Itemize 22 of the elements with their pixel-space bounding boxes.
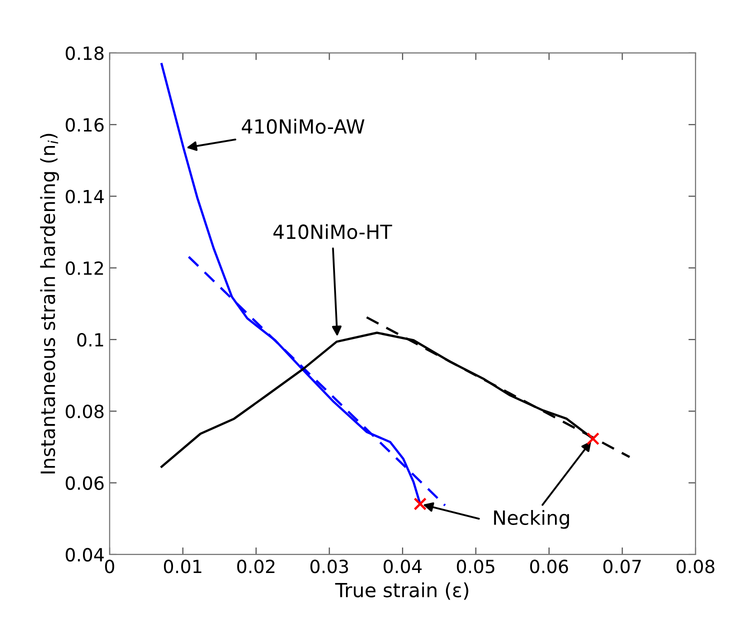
y-tick-label: 0.14 (66, 190, 104, 204)
annotation: 410NiMo-AW (242, 118, 364, 134)
y-axis-title: Instantaneous strain hardening (n$_{i}$) (40, 134, 59, 474)
annotation: 410NiMo-HT (273, 224, 392, 240)
y-tick-label: 0.06 (66, 476, 104, 490)
y-tick-label: 0.12 (66, 261, 103, 276)
x-tick-label: 0.08 (676, 560, 714, 574)
y-tick-label: 0.18 (66, 46, 104, 60)
x-tick-label: 0.07 (603, 560, 641, 574)
x-tick-label: 0.05 (456, 560, 494, 574)
x-tick-label: 0.04 (384, 560, 422, 574)
y-tick-label: 0.08 (66, 404, 104, 418)
annotation: Necking (494, 510, 569, 529)
x-tick-label: 0.01 (164, 560, 202, 574)
x-tick-label: 0.06 (530, 560, 568, 574)
y-tick-label: 0.04 (66, 548, 104, 562)
x-axis-title: True strain (ε) (335, 582, 468, 600)
x-tick-label: 0.02 (237, 560, 274, 574)
y-tick-label: 0.1 (77, 332, 104, 347)
y-tick-label: 0.16 (66, 118, 104, 132)
x-tick-label: 0 (105, 560, 114, 574)
x-tick-label: 0.03 (310, 560, 348, 574)
